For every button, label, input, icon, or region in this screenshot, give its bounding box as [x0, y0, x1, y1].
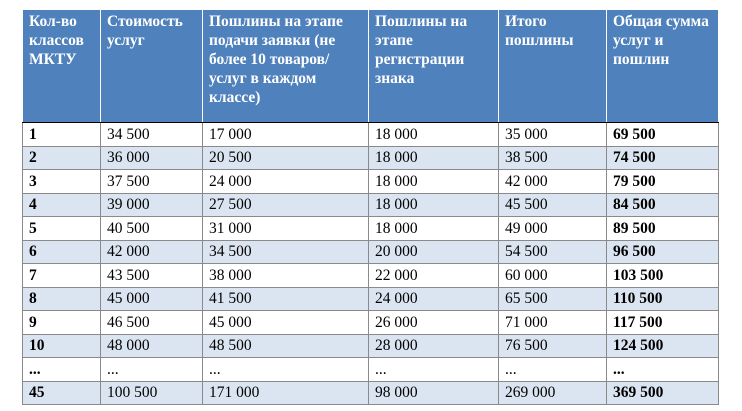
table-cell: 117 500 — [606, 310, 719, 335]
table-row: 7 43 500 38 000 22 000 60 000 103 500 — [22, 263, 719, 288]
table-cell: 269 000 — [498, 380, 607, 405]
table-cell: 34 500 — [100, 122, 203, 147]
table-cell: ... — [498, 357, 607, 382]
table-cell: 79 500 — [606, 169, 719, 194]
table-cell: 49 000 — [498, 216, 607, 241]
table-cell: 2 — [22, 145, 101, 170]
header-cell: Стоимость услуг — [100, 9, 203, 123]
fees-table: Кол-во классов МКТУ Стоимость услуг Пошлин… — [22, 9, 719, 405]
table-cell: 17 000 — [202, 122, 369, 147]
table-cell: 45 — [22, 380, 101, 405]
table-cell: 69 500 — [606, 122, 719, 147]
table-cell: 26 000 — [368, 310, 499, 335]
table-cell: ... — [100, 357, 203, 382]
table-cell: 34 500 — [202, 239, 369, 264]
table-cell: 10 — [22, 333, 101, 358]
table-cell: 22 000 — [368, 263, 499, 288]
table-row: 45 100 500 171 000 98 000 269 000 369 500 — [22, 380, 719, 405]
table-cell: 60 000 — [498, 263, 607, 288]
table-cell: 18 000 — [368, 216, 499, 241]
table-cell: 24 000 — [368, 286, 499, 311]
table-cell: 42 000 — [498, 169, 607, 194]
table-cell: 38 000 — [202, 263, 369, 288]
table-cell: 42 000 — [100, 239, 203, 264]
table-cell: 65 500 — [498, 286, 607, 311]
header-cell: Общая сумма услуг и пошлин — [606, 9, 719, 123]
table-header: Кол-во классов МКТУ Стоимость услуг Пошлин… — [22, 9, 719, 123]
table-row: 1 34 500 17 000 18 000 35 000 69 500 — [22, 122, 719, 147]
table-cell: 18 000 — [368, 169, 499, 194]
table-cell: 5 — [22, 216, 101, 241]
header-cell: Итого пошлины — [498, 9, 607, 123]
table-row: 3 37 500 24 000 18 000 42 000 79 500 — [22, 169, 719, 194]
table-cell: 48 000 — [100, 333, 203, 358]
header-row: Кол-во классов МКТУ Стоимость услуг Пошлин… — [22, 9, 719, 123]
table-cell: 98 000 — [368, 380, 499, 405]
table-cell: 1 — [22, 122, 101, 147]
table-cell: 36 000 — [100, 145, 203, 170]
table-body: 1 34 500 17 000 18 000 35 000 69 500 2 36 000 20… — [22, 122, 719, 405]
table-cell: 96 500 — [606, 239, 719, 264]
table-cell: 9 — [22, 310, 101, 335]
table-cell: 369 500 — [606, 380, 719, 405]
table-cell: ... — [606, 357, 719, 382]
table-cell: ... — [368, 357, 499, 382]
table-cell: 110 500 — [606, 286, 719, 311]
table-cell: 39 000 — [100, 192, 203, 217]
table-cell: 41 500 — [202, 286, 369, 311]
table-cell: 171 000 — [202, 380, 369, 405]
table-cell: 20 500 — [202, 145, 369, 170]
table-cell: 3 — [22, 169, 101, 194]
table-cell: 28 000 — [368, 333, 499, 358]
table-cell: 24 000 — [202, 169, 369, 194]
table-cell: 7 — [22, 263, 101, 288]
table-cell: 54 500 — [498, 239, 607, 264]
table-cell: 45 000 — [202, 310, 369, 335]
table-row: 9 46 500 45 000 26 000 71 000 117 500 — [22, 310, 719, 335]
table-cell: 35 000 — [498, 122, 607, 147]
table-cell: 46 500 — [100, 310, 203, 335]
table-row: 6 42 000 34 500 20 000 54 500 96 500 — [22, 239, 719, 264]
table-row: 5 40 500 31 000 18 000 49 000 89 500 — [22, 216, 719, 241]
table-cell: 84 500 — [606, 192, 719, 217]
table-row: 4 39 000 27 500 18 000 45 500 84 500 — [22, 192, 719, 217]
table-cell: 124 500 — [606, 333, 719, 358]
table-cell: 45 000 — [100, 286, 203, 311]
header-cell: Пошлины на этапе подачи заявки (не более… — [202, 9, 369, 123]
table-cell: 71 000 — [498, 310, 607, 335]
table-cell: 89 500 — [606, 216, 719, 241]
table-cell: 18 000 — [368, 145, 499, 170]
table-cell: 100 500 — [100, 380, 203, 405]
table-row: 10 48 000 48 500 28 000 76 500 124 500 — [22, 333, 719, 358]
table-cell: 18 000 — [368, 122, 499, 147]
table-cell: 37 500 — [100, 169, 203, 194]
table-cell: 48 500 — [202, 333, 369, 358]
table-cell: ... — [22, 357, 101, 382]
table-cell: 103 500 — [606, 263, 719, 288]
table-cell: 27 500 — [202, 192, 369, 217]
table-row: 2 36 000 20 500 18 000 38 500 74 500 — [22, 145, 719, 170]
table-cell: 8 — [22, 286, 101, 311]
table-cell: 40 500 — [100, 216, 203, 241]
table-cell: 45 500 — [498, 192, 607, 217]
table-cell: 31 000 — [202, 216, 369, 241]
table-row: 8 45 000 41 500 24 000 65 500 110 500 — [22, 286, 719, 311]
header-cell: Пошлины на этапе регистрации знака — [368, 9, 499, 123]
header-cell: Кол-во классов МКТУ — [22, 9, 101, 123]
table-cell: 6 — [22, 239, 101, 264]
table-row: .................. — [22, 357, 719, 382]
table-cell: 20 000 — [368, 239, 499, 264]
table-cell: 38 500 — [498, 145, 607, 170]
table-cell: 43 500 — [100, 263, 203, 288]
table-cell: 18 000 — [368, 192, 499, 217]
table-cell: ... — [202, 357, 369, 382]
table-cell: 4 — [22, 192, 101, 217]
table-cell: 76 500 — [498, 333, 607, 358]
table-cell: 74 500 — [606, 145, 719, 170]
